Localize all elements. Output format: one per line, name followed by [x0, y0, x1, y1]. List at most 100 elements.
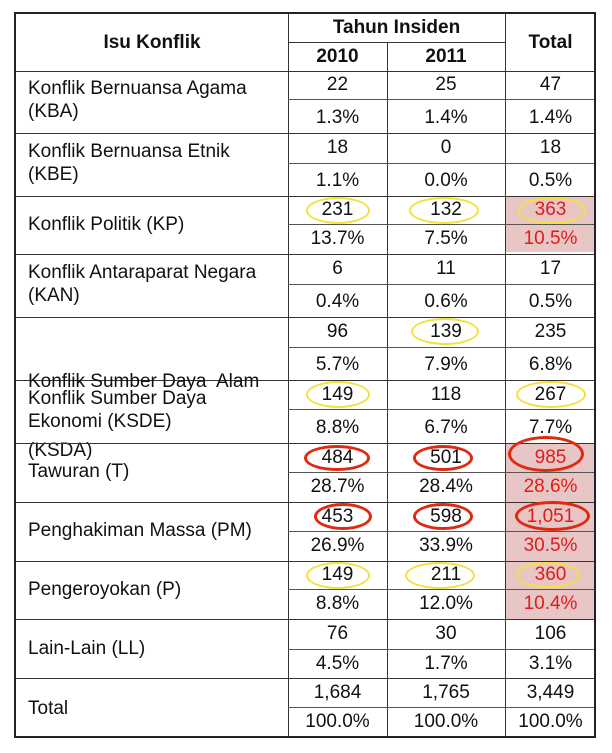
- row-kbe-mid: [288, 163, 594, 164]
- row-label-line1: Konflik Sumber Daya Alam: [28, 371, 260, 392]
- kan-2011-pct: 0.6%: [424, 291, 468, 312]
- row-p-mid: [288, 589, 594, 590]
- row-label-line1: Tawuran (T): [28, 461, 130, 482]
- col-divider-total: [505, 14, 506, 736]
- row-label-line1: Konflik Sumber Daya: [28, 388, 207, 409]
- t-2010: 484: [321, 446, 354, 468]
- row-kba-bottom: [16, 133, 594, 134]
- row-ksda-bottom: [16, 380, 594, 381]
- kan-2010-pct: 0.4%: [315, 291, 360, 312]
- row-ksda-mid: [288, 347, 594, 348]
- pm-2010-pct: 26.9%: [310, 535, 365, 556]
- row-label-ksda: Konflik Sumber Daya Alam (KSDA): [28, 324, 288, 508]
- kbe-2010: 18: [326, 137, 349, 158]
- header-year-group: Tahun Insiden: [332, 17, 461, 38]
- kan-2010: 6: [332, 258, 343, 279]
- kba-2010-pct: 1.3%: [315, 106, 360, 128]
- kp-2011: 132: [430, 199, 462, 220]
- pm-2011-pct: 33.9%: [419, 535, 473, 556]
- row-kp-bottom: [16, 254, 594, 255]
- kan-total-pct: 0.5%: [528, 291, 573, 312]
- kbe-2011-pct: 0.0%: [424, 170, 468, 191]
- p-total-pct: 10.4%: [523, 593, 578, 614]
- ksde-2010: 149: [321, 383, 354, 405]
- row-pm-mid: [288, 531, 594, 532]
- ksda-2011-pct: 7.9%: [424, 354, 468, 375]
- header-2011: 2011: [425, 45, 467, 67]
- pm-total-pct: 30.5%: [523, 535, 578, 556]
- row-label-ll: Lain-Lain (LL): [28, 637, 288, 660]
- total-total-pct: 100.0%: [518, 710, 583, 732]
- row-label-line1: Konflik Politik (KP): [28, 214, 185, 235]
- row-label-line2: Ekonomi (KSDE): [28, 411, 172, 432]
- row-label-kbe: Konflik Bernuansa Etnik (KBE): [28, 140, 288, 186]
- row-ksde-mid: [288, 409, 594, 410]
- kba-total-pct: 1.4%: [528, 106, 573, 128]
- total-2011: 1,765: [422, 681, 470, 703]
- row-label-line2: (KBE): [28, 164, 79, 185]
- total-2010: 1,684: [313, 681, 362, 703]
- row-label-t: Tawuran (T): [28, 460, 288, 483]
- t-2011-pct: 28.4%: [419, 476, 473, 497]
- kba-2011: 25: [435, 74, 457, 95]
- ll-2011-pct: 1.7%: [424, 652, 468, 674]
- ksde-2010-pct: 8.8%: [315, 417, 360, 438]
- p-2011: 211: [430, 564, 462, 585]
- row-ksde-bottom: [16, 443, 594, 444]
- p-2010: 149: [321, 564, 354, 585]
- row-label-pm: Penghakiman Massa (PM): [28, 519, 288, 542]
- row-label-total: Total: [28, 697, 288, 720]
- row-label-line1: Konflik Antaraparat Negara: [28, 262, 257, 283]
- row-kp-mid: [288, 224, 594, 225]
- header-2010: 2010: [316, 45, 359, 67]
- ksde-total: 267: [534, 383, 567, 405]
- kbe-total-pct: 0.5%: [528, 170, 573, 191]
- row-kan-mid: [288, 284, 594, 285]
- kan-total: 17: [539, 258, 562, 279]
- row-label-line2: (KSDA): [28, 440, 93, 461]
- row-label-line1: Konflik Bernuansa Etnik: [28, 141, 230, 162]
- t-total: 985: [534, 446, 567, 468]
- col-divider-2011: [387, 42, 388, 736]
- ksde-total-pct: 7.7%: [528, 417, 573, 438]
- row-ll-mid: [288, 649, 594, 650]
- row-kan-bottom: [16, 317, 594, 318]
- row-ll-bottom: [16, 678, 594, 679]
- ksda-total-pct: 6.8%: [528, 354, 573, 375]
- row-label-line1: Lain-Lain (LL): [28, 638, 146, 659]
- row-p-bottom: [16, 619, 594, 620]
- t-2011: 501: [430, 446, 462, 468]
- total-2010-pct: 100.0%: [305, 710, 370, 732]
- kba-2010: 22: [326, 74, 349, 95]
- ksda-total: 235: [534, 321, 567, 342]
- ll-total: 106: [534, 623, 567, 644]
- kbe-total: 18: [539, 137, 562, 158]
- ksda-2010: 96: [326, 321, 349, 342]
- ksda-2010-pct: 5.7%: [315, 354, 360, 375]
- row-pm-bottom: [16, 561, 594, 562]
- kp-total: 363: [534, 199, 567, 220]
- col-divider-label: [288, 14, 289, 736]
- ksda-2011: 139: [430, 321, 462, 342]
- ll-2011: 30: [435, 623, 457, 644]
- kp-total-pct: 10.5%: [523, 228, 578, 249]
- row-label-line1: Pengeroyokan (P): [28, 579, 182, 600]
- row-label-p: Pengeroyokan (P): [28, 578, 288, 601]
- row-label-ksde: Konflik Sumber Daya Ekonomi (KSDE): [28, 387, 288, 433]
- t-total-pct: 28.6%: [523, 476, 578, 497]
- row-label-line1: Total: [28, 698, 69, 719]
- row-kba-mid: [288, 99, 594, 100]
- ksde-2011-pct: 6.7%: [424, 417, 468, 438]
- row-total-mid: [288, 707, 594, 708]
- total-2011-pct: 100.0%: [413, 710, 479, 732]
- row-label-line2: (KBA): [28, 101, 79, 122]
- kp-2011-pct: 7.5%: [424, 228, 468, 249]
- row-label-line1: Konflik Bernuansa Agama: [28, 78, 247, 99]
- p-total: 360: [534, 564, 567, 585]
- pm-2011: 598: [430, 505, 462, 527]
- row-label-line2: (KAN): [28, 285, 80, 306]
- header-issue: Isu Konflik: [103, 31, 201, 53]
- t-2010-pct: 28.7%: [310, 476, 365, 497]
- p-2010-pct: 8.8%: [315, 593, 360, 614]
- kbe-2010-pct: 1.1%: [315, 170, 360, 191]
